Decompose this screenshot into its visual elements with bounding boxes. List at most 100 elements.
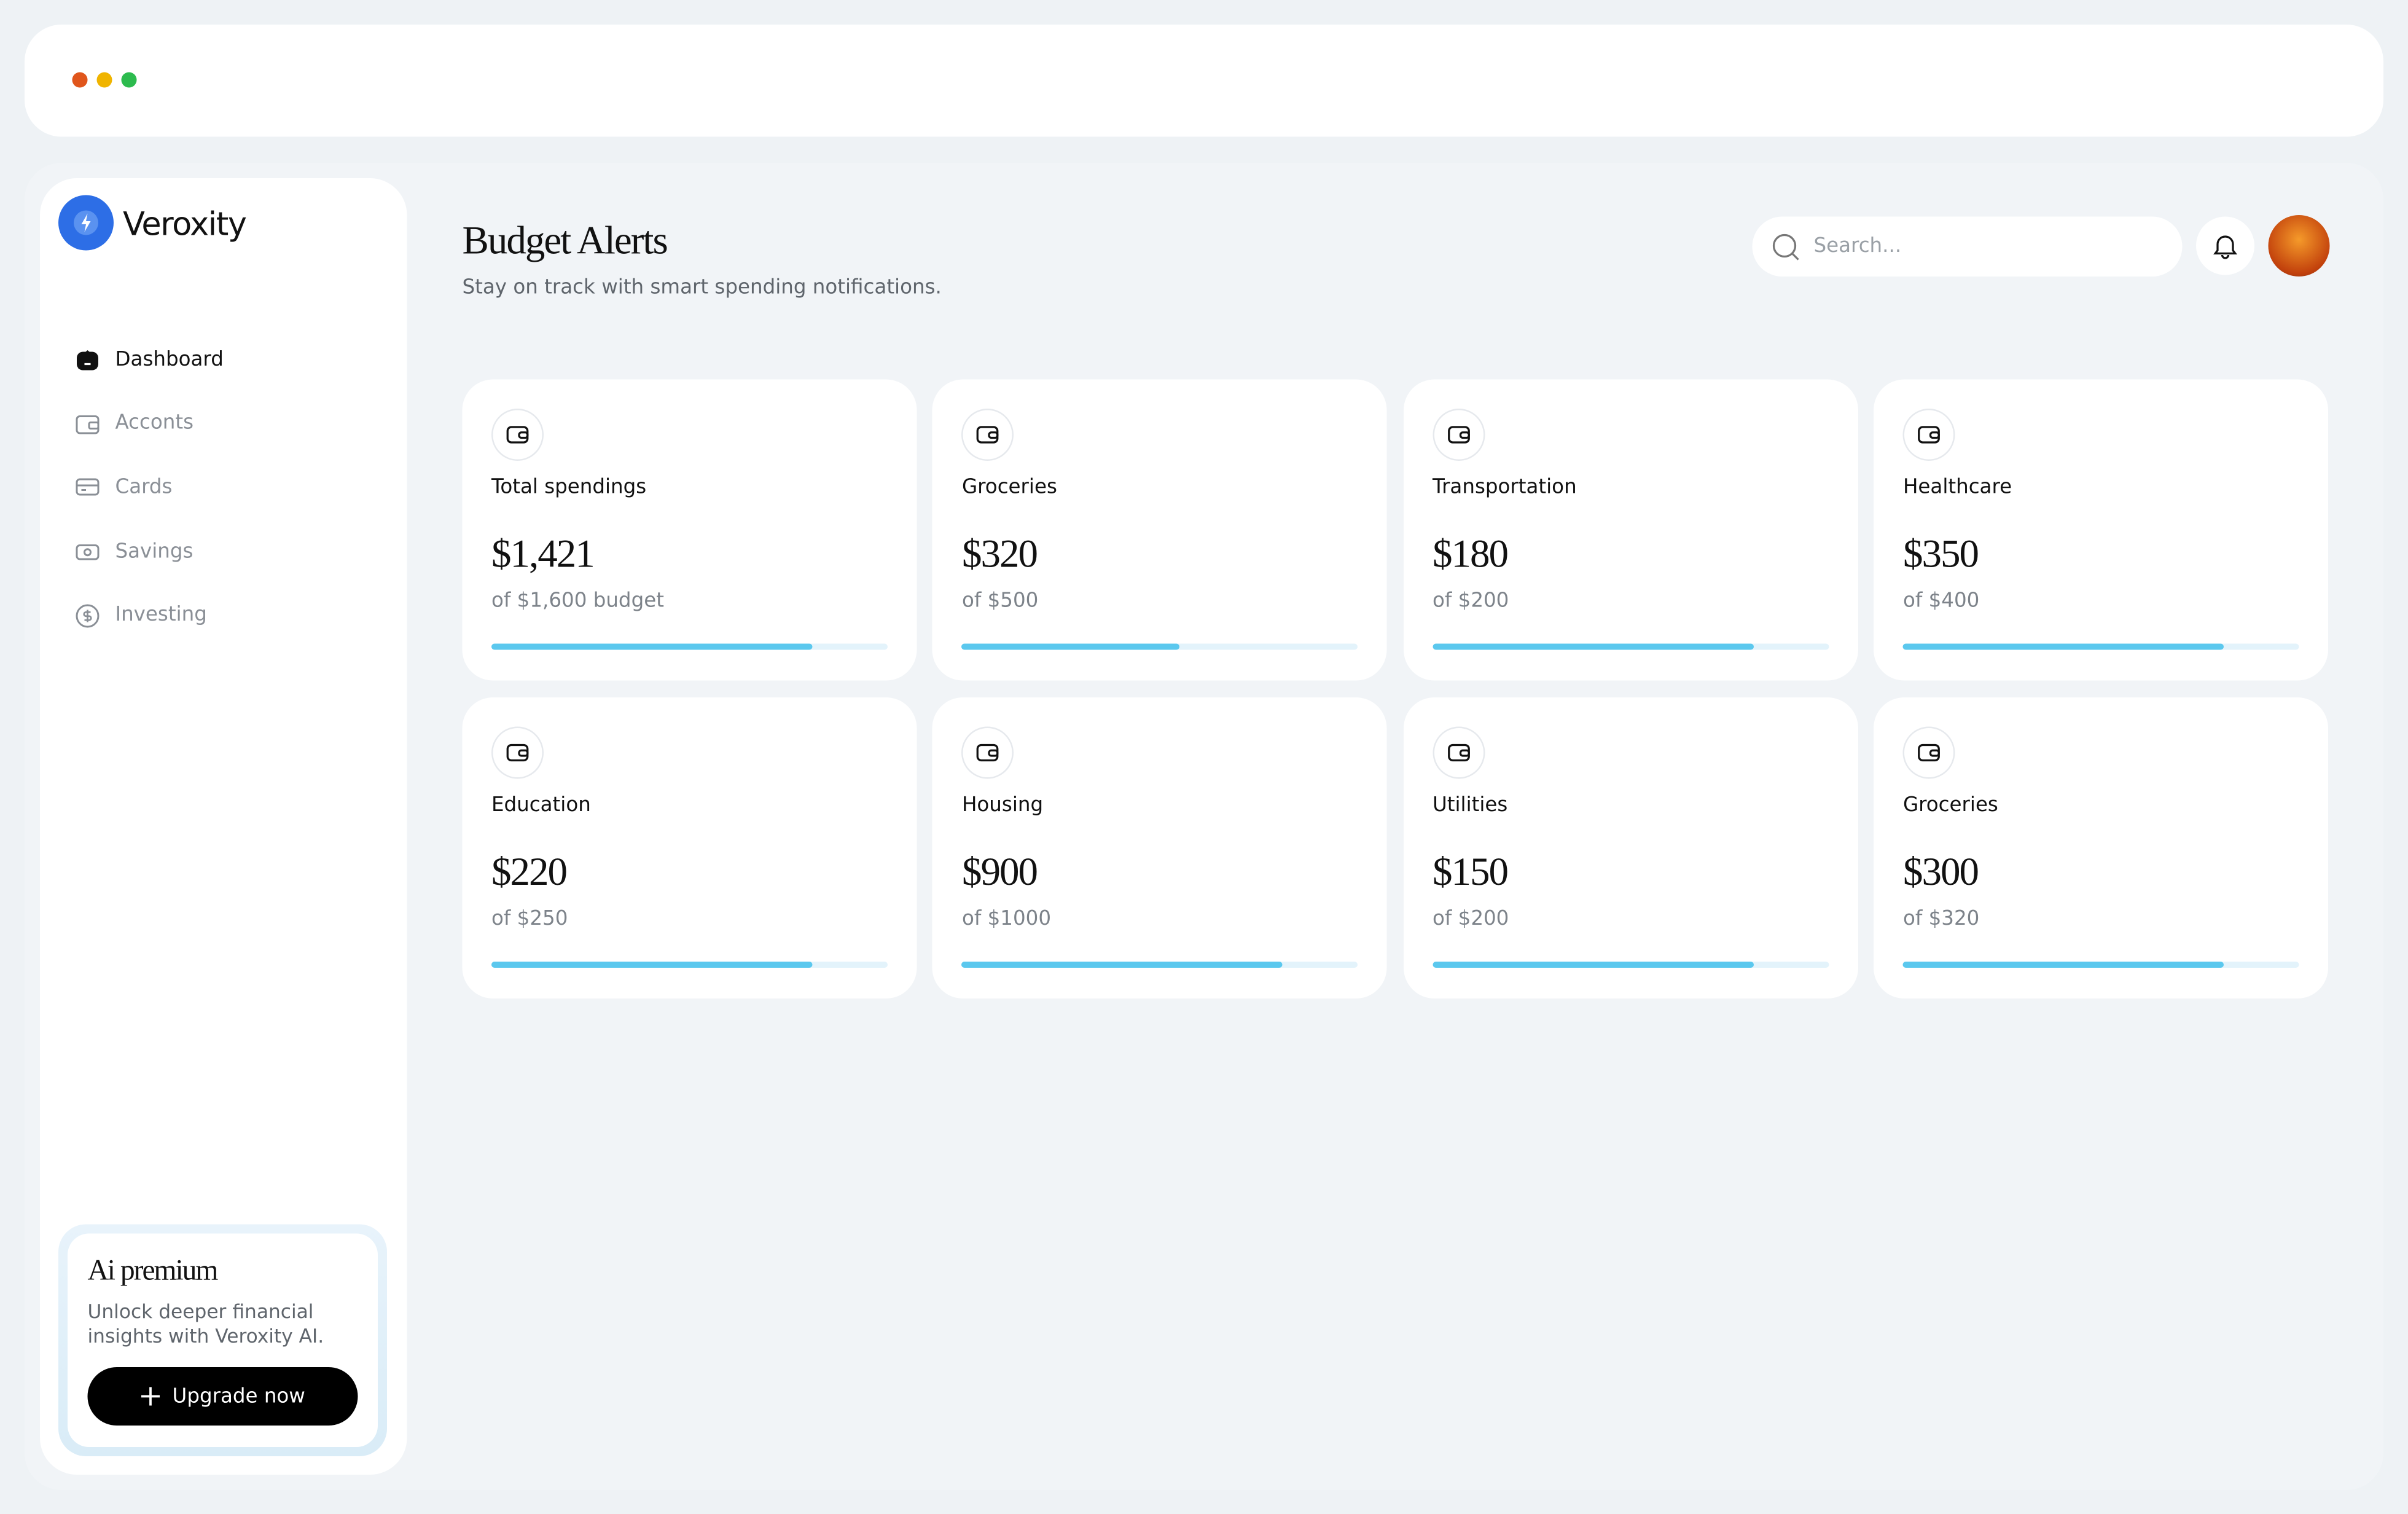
budget-card[interactable]: Healthcare $350 of $400 xyxy=(1874,379,2329,681)
card-budget: of $500 xyxy=(961,590,1039,613)
logo-icon xyxy=(74,210,98,235)
card-budget: of $1,600 budget xyxy=(491,590,664,613)
wallet-icon xyxy=(506,743,529,761)
nav-icon xyxy=(76,544,100,560)
card-icon xyxy=(961,726,1014,779)
search-box[interactable]: Search... xyxy=(1752,216,2183,277)
nav-item[interactable]: Savings xyxy=(74,536,193,567)
card-icon xyxy=(1902,409,1955,461)
progress-track xyxy=(1432,960,1829,967)
wallet-icon xyxy=(506,426,529,444)
plus-icon xyxy=(141,1387,160,1406)
budget-card[interactable]: Total spendings $1,421 of $1,600 budget xyxy=(462,379,917,681)
progress-fill xyxy=(1902,643,2224,650)
card-amount: $900 xyxy=(961,849,1038,893)
progress-fill xyxy=(491,960,813,967)
card-label: Utilities xyxy=(1432,793,1508,817)
card-budget: of $200 xyxy=(1432,590,1509,613)
minimize-dot[interactable] xyxy=(96,72,112,88)
progress-track xyxy=(961,643,1358,650)
progress-track xyxy=(1902,643,2299,650)
logo[interactable] xyxy=(58,195,114,251)
avatar[interactable] xyxy=(2268,215,2330,277)
brand: Veroxity xyxy=(123,206,247,243)
progress-fill xyxy=(961,960,1283,967)
card-amount: $150 xyxy=(1432,849,1509,893)
card-budget: of $400 xyxy=(1902,590,1980,613)
budget-card[interactable]: Groceries $300 of $320 xyxy=(1874,696,2329,998)
nav-label: Savings xyxy=(115,539,194,563)
page-subtitle: Stay on track with smart spending notifi… xyxy=(462,277,942,300)
page-title: Budget Alerts xyxy=(462,218,668,263)
progress-fill xyxy=(1432,960,1754,967)
nav-icon xyxy=(77,350,98,371)
card-icon xyxy=(491,726,544,779)
nav-item[interactable]: Acconts xyxy=(74,408,194,439)
nav-item[interactable]: Dashboard xyxy=(74,344,224,375)
progress-fill xyxy=(961,643,1180,650)
progress-track xyxy=(491,643,888,650)
wallet-icon xyxy=(1447,743,1470,761)
premium-card: Ai premium Unlock deeper financial insig… xyxy=(58,1224,387,1456)
progress-track xyxy=(1432,643,1829,650)
maximize-dot[interactable] xyxy=(121,72,137,88)
nav-icon xyxy=(76,415,100,434)
card-budget: of $320 xyxy=(1902,907,1980,930)
card-icon xyxy=(1902,726,1955,779)
nav-label: Acconts xyxy=(115,412,194,435)
close-dot[interactable] xyxy=(72,72,88,88)
nav-icon xyxy=(76,479,100,496)
budget-card[interactable]: Housing $900 of $1000 xyxy=(932,696,1388,998)
progress-track xyxy=(491,960,888,967)
card-label: Education xyxy=(491,793,591,817)
nav-icon xyxy=(76,603,100,627)
upgrade-label: Upgrade now xyxy=(172,1384,305,1408)
wallet-icon xyxy=(977,743,999,761)
card-label: Groceries xyxy=(1902,793,1998,817)
budget-card[interactable]: Utilities $150 of $200 xyxy=(1403,696,1858,998)
card-amount: $350 xyxy=(1902,531,1979,576)
card-amount: $1,421 xyxy=(491,531,595,576)
nav-item[interactable]: Investing xyxy=(74,600,207,631)
card-label: Groceries xyxy=(961,476,1057,500)
nav-item[interactable]: Cards xyxy=(74,472,172,503)
notification-button[interactable] xyxy=(2196,216,2254,275)
card-icon xyxy=(491,409,544,461)
card-amount: $180 xyxy=(1432,531,1509,576)
card-budget: of $250 xyxy=(491,907,568,930)
nav-label: Cards xyxy=(115,476,173,500)
budget-card[interactable]: Transportation $180 of $200 xyxy=(1403,379,1858,681)
wallet-icon xyxy=(977,426,999,444)
card-label: Housing xyxy=(961,793,1044,817)
premium-title: Ai premium xyxy=(87,1255,219,1288)
wallet-icon xyxy=(1447,426,1470,444)
budget-card[interactable]: Education $220 of $250 xyxy=(462,696,917,998)
progress-fill xyxy=(491,643,813,650)
card-budget: of $1000 xyxy=(961,907,1052,930)
card-amount: $300 xyxy=(1902,849,1979,893)
card-label: Total spendings xyxy=(491,476,647,500)
card-icon xyxy=(1432,726,1485,779)
card-icon xyxy=(1432,409,1485,461)
card-amount: $220 xyxy=(491,849,568,893)
wallet-icon xyxy=(1918,426,1941,444)
card-budget: of $200 xyxy=(1432,907,1509,930)
progress-fill xyxy=(1432,643,1754,650)
bell-icon xyxy=(2213,235,2237,259)
progress-track xyxy=(961,960,1358,967)
nav-label: Investing xyxy=(115,604,207,627)
nav-label: Dashboard xyxy=(115,348,224,371)
budget-card[interactable]: Groceries $320 of $500 xyxy=(932,379,1388,681)
card-label: Healthcare xyxy=(1902,476,2012,500)
premium-text: Unlock deeper financial insights with Ve… xyxy=(87,1300,324,1347)
upgrade-button[interactable]: Upgrade now xyxy=(87,1367,358,1426)
wallet-icon xyxy=(1918,743,1941,761)
card-label: Transportation xyxy=(1432,476,1577,500)
progress-fill xyxy=(1902,960,2224,967)
card-amount: $320 xyxy=(961,531,1038,576)
search-placeholder: Search... xyxy=(1813,235,1902,259)
title-bar xyxy=(25,25,2383,137)
search-icon xyxy=(1772,233,1799,260)
